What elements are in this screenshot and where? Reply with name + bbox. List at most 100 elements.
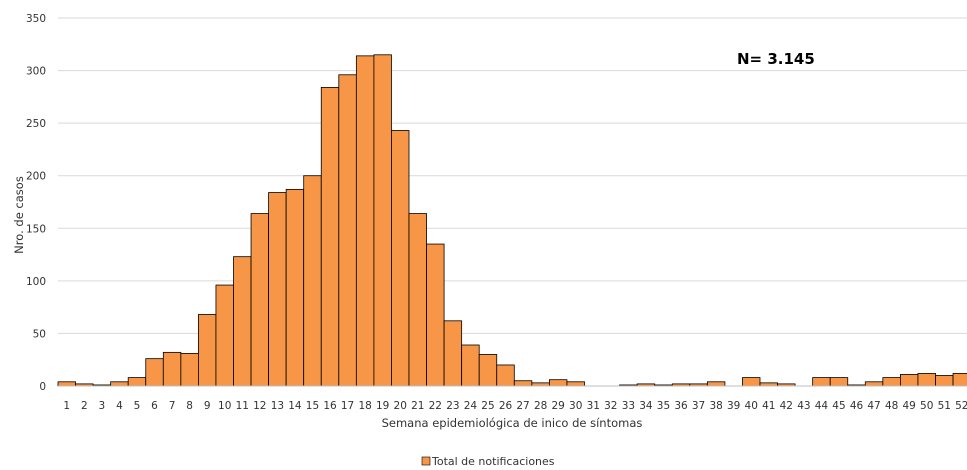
- gridlines: [58, 17, 967, 334]
- x-tick-label: 12: [253, 400, 266, 412]
- bar-week-17: [338, 74, 357, 387]
- bar-week-44: [812, 377, 831, 387]
- x-tick-label: 50: [920, 400, 933, 412]
- y-tick-label: 350: [26, 13, 46, 25]
- x-tick-label: 18: [358, 400, 371, 412]
- x-tick-label: 5: [134, 400, 141, 412]
- bar-week-6: [145, 358, 164, 387]
- x-tick-label: 17: [341, 400, 354, 412]
- x-tick-label: 21: [411, 400, 424, 412]
- bar-week-27: [513, 380, 533, 387]
- x-tick-label: 28: [534, 400, 547, 412]
- x-tick-label: 7: [169, 400, 176, 412]
- x-tick-label: 14: [288, 400, 302, 412]
- x-tick-label: 51: [938, 400, 951, 412]
- x-tick-label: 23: [446, 400, 459, 412]
- bar-week-48: [882, 377, 901, 387]
- bar-week-24: [461, 344, 480, 387]
- x-tick-label: 34: [639, 400, 653, 412]
- x-tick-label: 6: [151, 400, 158, 412]
- y-tick-label: 100: [26, 276, 46, 288]
- bar-week-1: [57, 381, 76, 387]
- x-tick-label: 10: [218, 400, 231, 412]
- x-axis-title: Semana epidemiológica de inico de síntom…: [382, 416, 643, 430]
- bar-week-38: [706, 381, 726, 387]
- x-tick-label: 31: [587, 400, 600, 412]
- x-tick-label: 9: [204, 400, 211, 412]
- bar-week-14: [285, 188, 305, 387]
- bar-week-51: [935, 375, 954, 387]
- x-tick-label: 2: [81, 400, 88, 412]
- x-tick-label: 1: [63, 400, 70, 412]
- bar-week-50: [917, 372, 936, 387]
- y-tick-label: 200: [26, 171, 46, 183]
- x-tick-label: 43: [797, 400, 810, 412]
- x-tick-label: 3: [99, 400, 106, 412]
- bar-week-47: [864, 381, 884, 387]
- x-tick-label: 11: [236, 400, 249, 412]
- bar-week-52: [952, 372, 967, 387]
- x-tick-label: 37: [692, 400, 705, 412]
- x-tick-label: 15: [306, 400, 319, 412]
- bar-week-10: [215, 284, 234, 387]
- bar-week-25: [478, 354, 498, 387]
- x-tick-label: 29: [551, 400, 564, 412]
- x-tick-label: 24: [464, 400, 478, 412]
- bar-week-12: [250, 213, 270, 387]
- bar-week-11: [233, 256, 252, 387]
- legend-label: Total de notificaciones: [431, 455, 555, 468]
- x-tick-label: 4: [116, 400, 123, 412]
- x-tick-label: 48: [885, 400, 898, 412]
- x-tick-label: 8: [186, 400, 193, 412]
- x-axis-tick-labels: 1 2 3 4 5 6 7 8 9 10 11 12 13 14 15 16 17 18 19 20 21 22 23 24 2…: [63, 400, 967, 412]
- x-tick-label: 46: [850, 400, 864, 412]
- x-tick-label: 47: [867, 400, 880, 412]
- bar-week-30: [566, 381, 585, 387]
- x-tick-label: 20: [394, 400, 407, 412]
- bar-week-4: [110, 381, 129, 387]
- bar-week-40: [742, 377, 761, 387]
- x-tick-label: 36: [674, 400, 688, 412]
- y-tick-label: 300: [26, 66, 46, 78]
- bar-week-45: [829, 377, 849, 387]
- x-tick-label: 41: [762, 400, 775, 412]
- bar-week-26: [496, 364, 515, 387]
- bar-week-19: [373, 54, 392, 387]
- y-tick-label: 50: [33, 328, 46, 340]
- x-tick-label: 25: [481, 400, 494, 412]
- bar-week-29: [549, 379, 568, 387]
- bar-week-21: [408, 213, 427, 387]
- total-cases-annotation: N= 3.145: [737, 50, 815, 68]
- bar-week-23: [443, 320, 463, 387]
- x-tick-label: 32: [604, 400, 617, 412]
- bars: [57, 54, 967, 387]
- bar-week-22: [426, 243, 445, 387]
- x-tick-label: 52: [955, 400, 967, 412]
- x-tick-label: 49: [902, 400, 915, 412]
- bar-week-18: [355, 55, 375, 387]
- bar-week-15: [303, 175, 322, 387]
- legend-swatch: [421, 456, 431, 466]
- bar-week-9: [197, 314, 217, 387]
- x-tick-label: 44: [815, 400, 829, 412]
- x-tick-label: 19: [376, 400, 389, 412]
- y-axis-title: Nro. de casos: [12, 176, 26, 254]
- y-tick-label: 150: [26, 223, 46, 235]
- x-tick-label: 33: [622, 400, 635, 412]
- x-tick-label: 27: [516, 400, 529, 412]
- bar-week-8: [180, 353, 199, 387]
- x-tick-label: 38: [709, 400, 722, 412]
- x-tick-label: 22: [429, 400, 442, 412]
- x-tick-label: 45: [832, 400, 845, 412]
- x-tick-label: 26: [499, 400, 513, 412]
- x-tick-label: 35: [657, 400, 670, 412]
- x-tick-label: 13: [271, 400, 284, 412]
- x-tick-label: 30: [569, 400, 582, 412]
- y-tick-label: 0: [39, 381, 46, 393]
- x-tick-label: 40: [745, 400, 758, 412]
- bar-week-49: [900, 374, 919, 387]
- x-tick-label: 16: [323, 400, 337, 412]
- bar-week-16: [320, 86, 340, 387]
- legend: Total de notificaciones: [421, 455, 555, 468]
